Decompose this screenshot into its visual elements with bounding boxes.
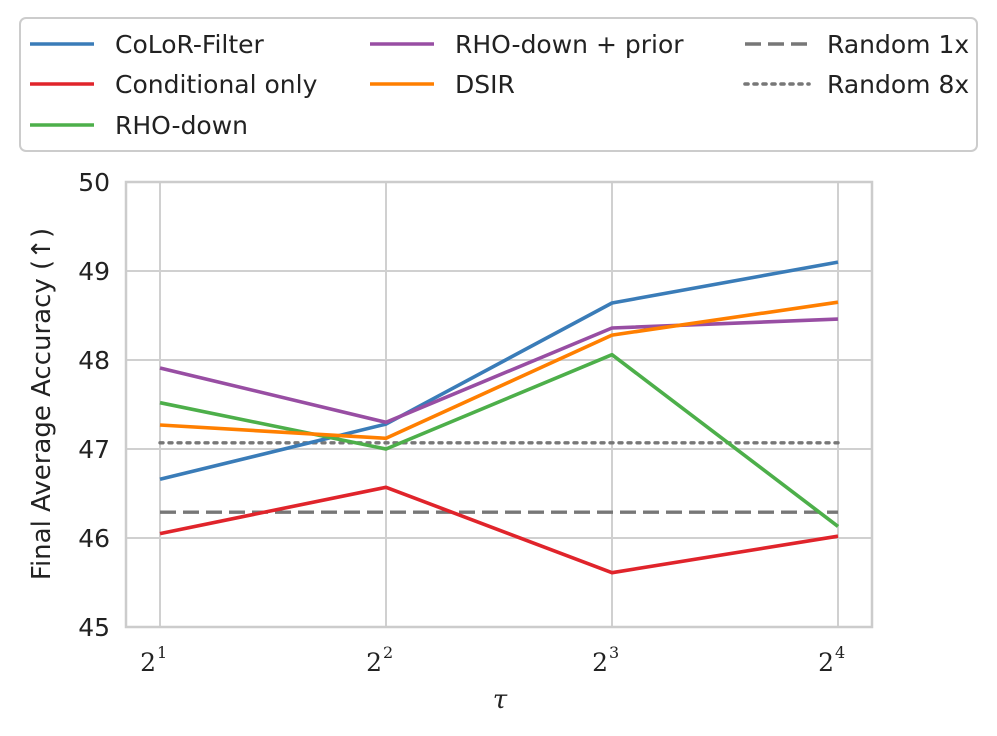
legend-label: CoLoR-Filter xyxy=(115,30,265,59)
legend-label: RHO-down + prior xyxy=(455,30,684,59)
x-tick-base: 2 xyxy=(818,648,834,677)
series-line-rho-down xyxy=(159,352,840,528)
legend-label: DSIR xyxy=(455,70,515,99)
x-tick-exponent: 1 xyxy=(157,643,167,662)
y-tick-label: 46 xyxy=(78,524,110,553)
series-line-color-filter xyxy=(159,260,839,482)
legend-label: Random 1x xyxy=(827,30,969,59)
legend-item: RHO-down + prior xyxy=(370,30,684,59)
y-axis-label: Final Average Accuracy (↑) xyxy=(27,228,57,580)
legend-label: RHO-down xyxy=(115,111,248,140)
y-tick-label: 45 xyxy=(78,613,110,642)
x-tick-base: 2 xyxy=(592,648,608,677)
series-line-rho-down-prior xyxy=(159,317,839,425)
y-tick-label: 47 xyxy=(78,435,110,464)
legend-item: Random 8x xyxy=(743,70,969,99)
legend-label: Random 8x xyxy=(827,70,969,99)
y-tick-label: 50 xyxy=(78,168,110,197)
x-tick-exponent: 4 xyxy=(835,643,845,662)
grid xyxy=(126,181,872,628)
series-layer xyxy=(158,260,840,575)
y-tick-label: 48 xyxy=(78,346,110,375)
series-line-conditional-only xyxy=(159,485,839,575)
legend-box xyxy=(19,17,978,152)
series-line-dsir xyxy=(159,300,839,441)
y-tick-label: 49 xyxy=(78,257,110,286)
legend-label: Conditional only xyxy=(115,70,318,99)
legend-item: CoLoR-Filter xyxy=(30,30,265,59)
x-tick-exponent: 3 xyxy=(609,643,619,662)
legend: CoLoR-Filter Conditional only RHO-down RHO-… xyxy=(30,30,969,140)
y-tick-labels: 45 46 47 48 49 50 xyxy=(78,168,110,642)
legend-item: DSIR xyxy=(370,70,515,99)
x-axis-label: τ xyxy=(493,685,508,715)
legend-item: Random 1x xyxy=(745,30,969,59)
legend-item: Conditional only xyxy=(30,70,318,99)
x-tick-base: 2 xyxy=(366,648,382,677)
legend-item: RHO-down xyxy=(30,111,248,140)
plot-frame xyxy=(124,180,874,629)
x-tick-exponent: 2 xyxy=(383,643,393,662)
x-tick-base: 2 xyxy=(140,648,156,677)
